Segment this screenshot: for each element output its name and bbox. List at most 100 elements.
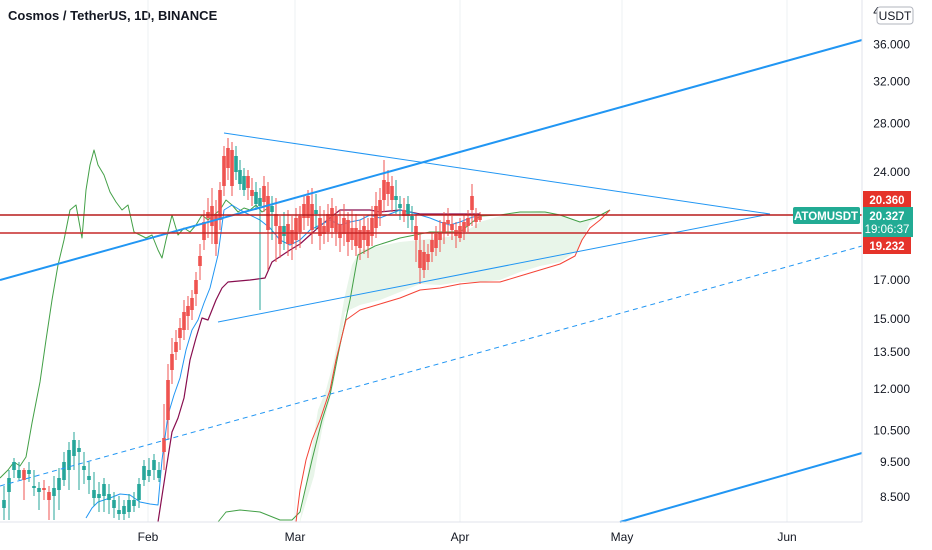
candle-body: [137, 484, 141, 500]
candle-body: [298, 216, 302, 232]
y-tick-label: 10.500: [873, 424, 910, 438]
candle-body: [470, 196, 474, 210]
candle-body: [194, 280, 198, 294]
last-price-bg: [863, 207, 913, 237]
candle-body: [446, 220, 450, 224]
candle-body: [246, 176, 250, 188]
candle-body: [37, 488, 41, 492]
senkou-span-b-line: [295, 209, 611, 523]
candle-body: [262, 186, 266, 202]
candle-body: [72, 440, 76, 456]
candle-body: [222, 156, 226, 186]
candle-body: [17, 470, 21, 478]
candle-body: [234, 156, 238, 172]
y-tick-label: 32.000: [873, 75, 910, 89]
candle-body: [474, 214, 478, 222]
channel-bottom-trendline: [619, 452, 863, 523]
candle-body: [210, 206, 214, 226]
y-tick-label: 15.000: [873, 312, 910, 326]
candle-body: [218, 190, 222, 220]
y-tick-label: 28.000: [873, 116, 910, 130]
y-tick-label: 36.000: [873, 38, 910, 52]
candle-body: [238, 170, 242, 184]
chikou-span-line: [0, 149, 269, 479]
candle-body: [230, 150, 234, 186]
candle-body: [326, 214, 330, 232]
candle-body: [254, 192, 258, 204]
time-axis[interactable]: Feb Mar Apr May Jun: [0, 521, 862, 544]
candle-body: [186, 306, 190, 316]
candle-body: [334, 216, 338, 232]
candle-body: [426, 254, 430, 262]
candle-body: [374, 206, 378, 228]
candle-body: [57, 478, 61, 490]
symbol-tag: ATOMUSDT: [794, 211, 858, 223]
x-tick-label: Feb: [138, 530, 159, 544]
candle-body: [434, 234, 438, 248]
candle-body: [442, 222, 446, 232]
candle-body: [82, 466, 86, 470]
candle-body: [202, 222, 206, 240]
last-price-label: 20.327: [869, 211, 904, 223]
y-tick-label: 12.000: [873, 382, 910, 396]
candle-body: [97, 494, 101, 498]
candle-body: [382, 180, 386, 200]
x-tick-label: Jun: [777, 530, 796, 544]
candle-body: [366, 230, 370, 246]
candle-body: [466, 218, 470, 226]
candle-body: [402, 210, 406, 216]
price-label-20360-bg: [863, 191, 911, 208]
drawings: [0, 39, 863, 523]
candle-body: [354, 228, 358, 246]
candle-body: [112, 500, 116, 508]
triangle-upper-line: [223, 132, 771, 215]
symbol-tag-bg: [793, 207, 860, 224]
candle-body: [294, 218, 298, 240]
candle-body: [170, 354, 174, 370]
candle-body: [2, 500, 6, 508]
y-tick-label: 24.000: [873, 165, 910, 179]
candle-body: [430, 240, 434, 252]
candle-body: [7, 478, 11, 492]
candle-body: [12, 462, 16, 470]
triangle-lower-line: [217, 213, 771, 323]
candle-body: [306, 196, 310, 218]
candle-body: [190, 298, 194, 310]
candle-body: [92, 490, 96, 498]
candle-body: [178, 328, 182, 338]
candle-body: [318, 218, 322, 236]
candle-body: [394, 196, 398, 200]
symbol-title: Cosmos / TetherUS, 1D, BINANCE: [8, 8, 218, 23]
candle-body: [182, 312, 186, 330]
x-tick-label: Apr: [451, 530, 470, 544]
candle-body: [378, 200, 382, 214]
candle-body: [132, 500, 136, 506]
price-label-19232: 19.232: [869, 241, 904, 253]
candle-body: [478, 216, 482, 220]
candle-body: [67, 450, 71, 470]
candle-body: [282, 226, 286, 236]
candle-body: [214, 214, 218, 244]
candle-body: [458, 226, 462, 238]
price-label-19232-bg: [863, 237, 911, 254]
candle-body: [342, 218, 346, 234]
candle-body: [52, 488, 56, 496]
candle-body: [406, 204, 410, 216]
candle-body: [142, 466, 146, 480]
price-axis[interactable]: 40.00036.00032.00028.00024.00017.00015.0…: [793, 0, 914, 522]
candle-body: [438, 232, 442, 240]
candle-body: [258, 198, 262, 206]
candle-body: [42, 488, 46, 490]
candle-body: [330, 208, 334, 228]
candle-body: [27, 470, 31, 474]
senkou-span-a-line: [217, 209, 611, 523]
candle-body: [32, 486, 36, 488]
y-tick-label: 9.500: [880, 455, 910, 469]
currency-label: USDT: [879, 9, 912, 23]
price-label-20360: 20.360: [869, 195, 904, 207]
y-tick-label: 8.500: [880, 490, 910, 504]
candle-body: [174, 342, 178, 352]
candle-body: [450, 224, 454, 230]
y-tick-label: 13.500: [873, 345, 910, 359]
